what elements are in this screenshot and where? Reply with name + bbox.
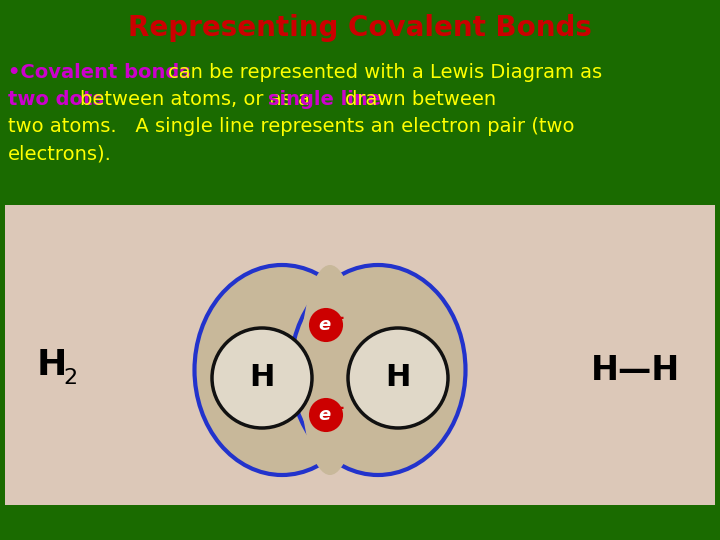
- Circle shape: [348, 328, 448, 428]
- Ellipse shape: [290, 265, 466, 475]
- Text: two atoms.   A single line represents an electron pair (two: two atoms. A single line represents an e…: [8, 117, 575, 136]
- Text: 2: 2: [63, 368, 77, 388]
- Circle shape: [212, 328, 312, 428]
- Circle shape: [310, 309, 342, 341]
- Text: e: e: [318, 406, 330, 424]
- Text: drawn between: drawn between: [345, 90, 496, 109]
- Text: •Covalent bonds: •Covalent bonds: [8, 63, 191, 82]
- Circle shape: [310, 399, 342, 431]
- Text: H: H: [249, 363, 275, 393]
- Text: electrons).: electrons).: [8, 144, 112, 163]
- Text: Representing Covalent Bonds: Representing Covalent Bonds: [128, 14, 592, 42]
- Text: H—H: H—H: [590, 354, 680, 387]
- Bar: [5, 205, 715, 505]
- Text: H: H: [385, 363, 410, 393]
- Text: H: H: [37, 348, 67, 382]
- Text: -: -: [337, 399, 345, 417]
- Text: between atoms, or as a: between atoms, or as a: [80, 90, 310, 109]
- Text: single line: single line: [268, 90, 381, 109]
- Text: -: -: [337, 309, 345, 327]
- Ellipse shape: [194, 265, 369, 475]
- Text: e: e: [318, 316, 330, 334]
- Ellipse shape: [300, 265, 360, 475]
- Text: two dots: two dots: [8, 90, 104, 109]
- Text: can be represented with a Lewis Diagram as: can be represented with a Lewis Diagram …: [168, 63, 602, 82]
